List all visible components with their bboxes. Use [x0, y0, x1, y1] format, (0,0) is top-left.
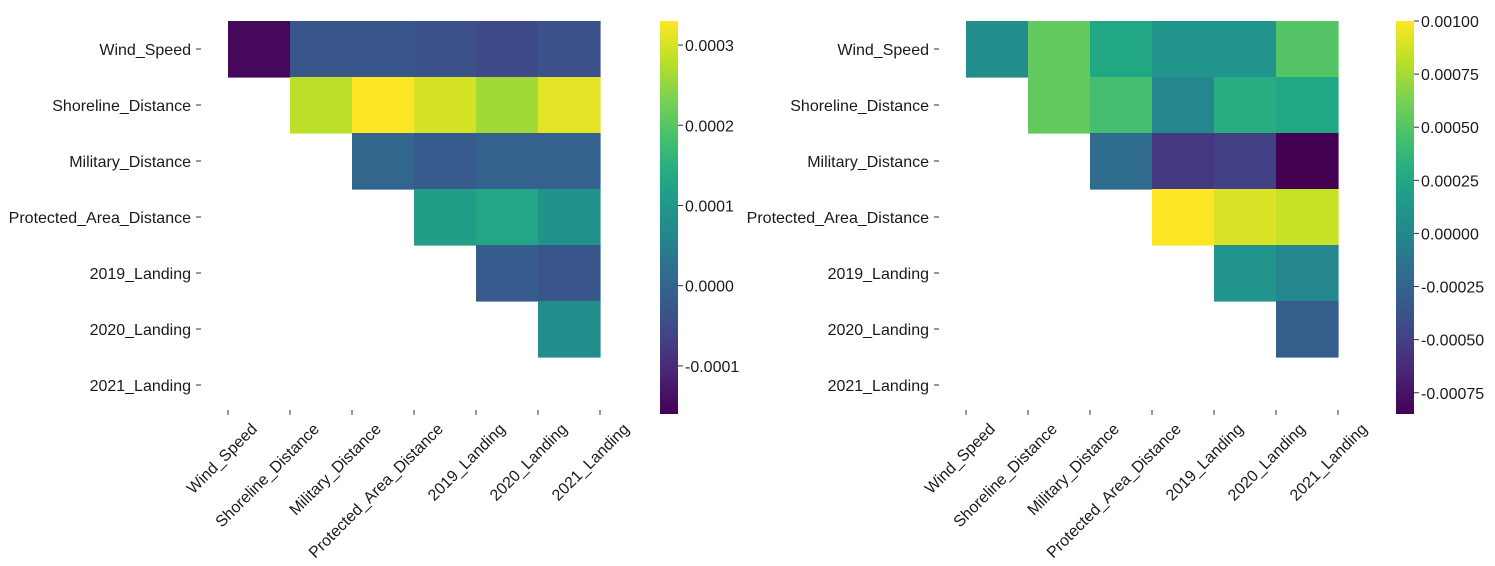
heatmap-cell	[1276, 21, 1339, 78]
heatmap-cell	[1090, 133, 1153, 190]
heatmap-cell	[290, 77, 353, 134]
heatmap-cell	[1152, 21, 1215, 78]
y-tick-label: 2019_Landing	[828, 266, 929, 283]
heatmap-cell	[1090, 21, 1153, 78]
y-tick-label: Shoreline_Distance	[52, 98, 191, 115]
heatmap-cell	[414, 21, 477, 78]
y-tick-label: Wind_Speed	[99, 42, 191, 59]
heatmap-cell	[1214, 21, 1277, 78]
y-tick-label: Military_Distance	[807, 154, 929, 171]
heatmap-cell	[538, 301, 601, 358]
heatmap-cell	[1214, 77, 1277, 134]
heatmap-cell	[1214, 245, 1277, 302]
y-tick-label: Military_Distance	[69, 154, 191, 171]
heatmap-cell	[1152, 189, 1215, 246]
y-tick-label: Shoreline_Distance	[790, 98, 929, 115]
colorbar-tick-label: 0.0001	[685, 198, 734, 215]
colorbar-tick-label: 0.00025	[1421, 173, 1479, 190]
heatmap-cell	[1028, 21, 1091, 78]
heatmap-cell	[352, 21, 415, 78]
heatmap-cell	[1276, 189, 1339, 246]
colorbar-tick-label: -0.00050	[1421, 333, 1484, 350]
heatmap-cell	[538, 133, 601, 190]
colorbar-tick-label: -0.0001	[685, 359, 739, 376]
heatmap-cell	[1276, 133, 1339, 190]
heatmap-cell	[476, 21, 539, 78]
heatmap-cell	[414, 189, 477, 246]
colorbar-tick-label: 0.0000	[685, 279, 734, 296]
heatmap-cell	[1090, 77, 1153, 134]
y-tick-label: Wind_Speed	[837, 42, 929, 59]
heatmap-cell	[538, 245, 601, 302]
heatmap-cell	[1028, 77, 1091, 134]
y-tick-label: 2021_Landing	[90, 378, 191, 395]
y-tick-label: 2020_Landing	[90, 322, 191, 339]
y-tick-label: 2019_Landing	[90, 266, 191, 283]
heatmap-cell	[476, 77, 539, 134]
heatmap-cell	[538, 189, 601, 246]
heatmap-cell	[1152, 133, 1215, 190]
heatmap-cell	[538, 21, 601, 78]
heatmap-cell	[290, 21, 353, 78]
heatmap-panel-1: Wind_Speed Shoreline_Distance Military_Dis…	[9, 21, 739, 562]
heatmap-cell	[352, 77, 415, 134]
heatmap-cell	[414, 77, 477, 134]
heatmap-cell	[476, 245, 539, 302]
colorbar-tick-label: -0.00075	[1421, 386, 1484, 403]
heatmap-cell	[476, 133, 539, 190]
heatmap-cell	[228, 21, 291, 78]
colorbar-tick-label: 0.00050	[1421, 120, 1479, 137]
heatmap-cell	[352, 133, 415, 190]
heatmap-cell	[1276, 245, 1339, 302]
colorbar-tick-label: 0.0003	[685, 38, 734, 55]
colorbar-tick-label: 0.00100	[1421, 14, 1479, 31]
x-tick-label: Shoreline_Distance	[213, 421, 323, 531]
heatmap-cell	[538, 77, 601, 134]
heatmap-cell	[1152, 77, 1215, 134]
colorbar-tick-label: -0.00025	[1421, 280, 1484, 297]
y-tick-label: Protected_Area_Distance	[9, 210, 191, 227]
heatmap-cell	[1276, 77, 1339, 134]
colorbar-tick-label: 0.0002	[685, 118, 734, 135]
colorbar	[660, 21, 678, 414]
x-tick-label: Shoreline_Distance	[951, 421, 1061, 531]
heatmap-cell	[476, 189, 539, 246]
y-tick-label: 2021_Landing	[828, 378, 929, 395]
heatmap-cell	[414, 133, 477, 190]
y-tick-label: 2020_Landing	[828, 322, 929, 339]
heatmap-cell	[1214, 133, 1277, 190]
colorbar-tick-label: 0.00075	[1421, 67, 1479, 84]
colorbar	[1396, 21, 1414, 414]
heatmap-cell	[966, 21, 1029, 78]
heatmap-cell	[1214, 189, 1277, 246]
heatmap-panel-2: Wind_Speed Shoreline_Distance Military_Dis…	[747, 14, 1485, 562]
colorbar-tick-label: 0.00000	[1421, 226, 1479, 243]
y-tick-label: Protected_Area_Distance	[747, 210, 929, 227]
heatmap-cell	[1276, 301, 1339, 358]
